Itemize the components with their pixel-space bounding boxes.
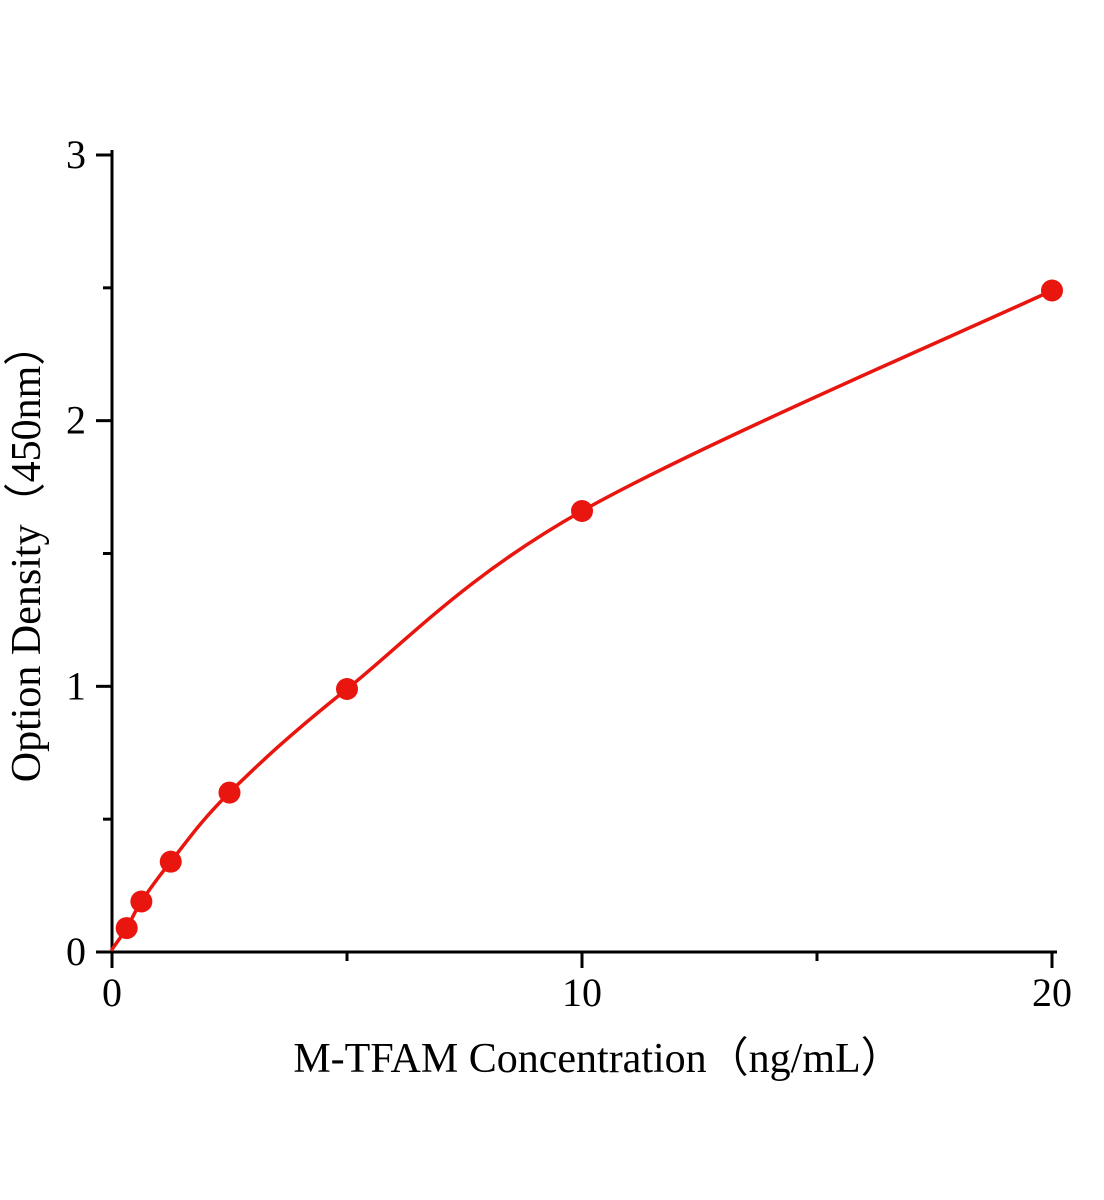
- data-point: [571, 499, 593, 522]
- data-point: [1041, 279, 1063, 302]
- axes: 0 10 20 0 1 2 3: [66, 132, 1072, 1015]
- data-point: [218, 781, 241, 804]
- y-tick-label: 0: [66, 929, 86, 974]
- y-tick-label: 1: [66, 663, 86, 708]
- x-tick-label: 0: [102, 970, 122, 1015]
- y-tick-label: 2: [66, 398, 86, 443]
- x-tick-label: 20: [1032, 970, 1072, 1015]
- x-axis-title: M-TFAM Concentration（ng/mL）: [293, 1036, 902, 1082]
- data-point: [159, 850, 182, 873]
- y-axis-title: Option Density（450nm）: [4, 324, 50, 783]
- data-point: [130, 890, 153, 913]
- curve-and-points: [110, 279, 1063, 952]
- data-point: [336, 677, 358, 700]
- data-point: [115, 917, 138, 940]
- fit-curve: [110, 288, 1054, 952]
- x-tick-label: 10: [562, 970, 602, 1015]
- y-tick-label: 3: [66, 132, 86, 177]
